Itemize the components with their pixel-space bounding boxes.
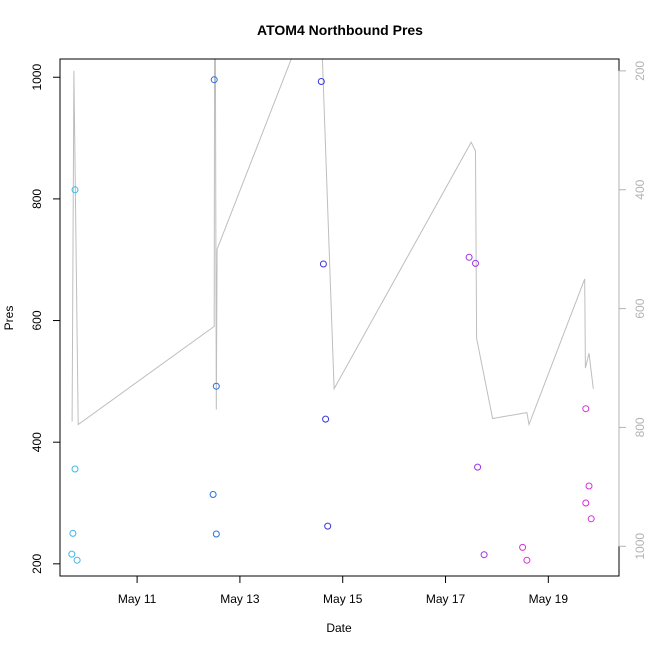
data-point bbox=[212, 530, 220, 538]
data-point bbox=[472, 259, 479, 267]
pressure-line-layer bbox=[71, 59, 594, 427]
right-y-tick-label: 600 bbox=[633, 298, 647, 318]
right-y-tick-label: 1000 bbox=[633, 533, 647, 560]
data-point bbox=[523, 556, 531, 564]
x-tick-label: May 15 bbox=[323, 592, 363, 606]
data-point bbox=[465, 253, 473, 261]
data-point bbox=[324, 522, 332, 530]
x-tick-label: May 17 bbox=[426, 592, 466, 606]
y-tick-label: 600 bbox=[30, 310, 44, 330]
y-axis: 200 400 600 800 1000 bbox=[30, 64, 61, 574]
data-point bbox=[73, 556, 81, 564]
chart-title: ATOM4 Northbound Pres bbox=[257, 22, 423, 38]
data-point bbox=[71, 186, 79, 194]
data-point bbox=[212, 382, 220, 390]
data-point bbox=[322, 415, 330, 423]
data-point bbox=[71, 465, 79, 473]
right-y-tick-label: 200 bbox=[633, 61, 647, 81]
data-point bbox=[585, 482, 593, 490]
points-layer bbox=[68, 76, 595, 564]
x-axis-label: Date bbox=[326, 621, 352, 635]
data-point bbox=[519, 543, 527, 551]
y-tick-label: 1000 bbox=[30, 64, 44, 91]
x-tick-label: May 19 bbox=[529, 592, 569, 606]
data-point bbox=[582, 405, 590, 413]
data-point bbox=[582, 499, 590, 507]
data-point bbox=[69, 529, 77, 537]
pressure-line bbox=[71, 59, 594, 427]
data-point bbox=[68, 550, 76, 558]
x-axis: May 11 May 13 May 15 May 17 May 19 bbox=[118, 575, 569, 606]
data-point bbox=[474, 463, 482, 471]
right-y-tick-label: 800 bbox=[633, 417, 647, 437]
data-point bbox=[480, 551, 488, 559]
data-point bbox=[317, 78, 325, 85]
x-tick-label: May 11 bbox=[118, 592, 157, 606]
right-y-tick-label: 400 bbox=[633, 179, 647, 199]
right-y-axis: 200 400 600 800 1000 bbox=[618, 61, 647, 560]
y-tick-label: 800 bbox=[30, 189, 44, 209]
data-point bbox=[209, 491, 217, 498]
x-tick-label: May 13 bbox=[220, 592, 260, 606]
y-tick-label: 400 bbox=[30, 432, 44, 452]
y-tick-label: 200 bbox=[30, 553, 44, 573]
y-axis-label: Pres bbox=[2, 306, 16, 331]
data-point bbox=[319, 260, 327, 268]
data-point bbox=[210, 76, 218, 84]
plot-frame bbox=[59, 58, 620, 577]
data-point bbox=[587, 515, 595, 523]
